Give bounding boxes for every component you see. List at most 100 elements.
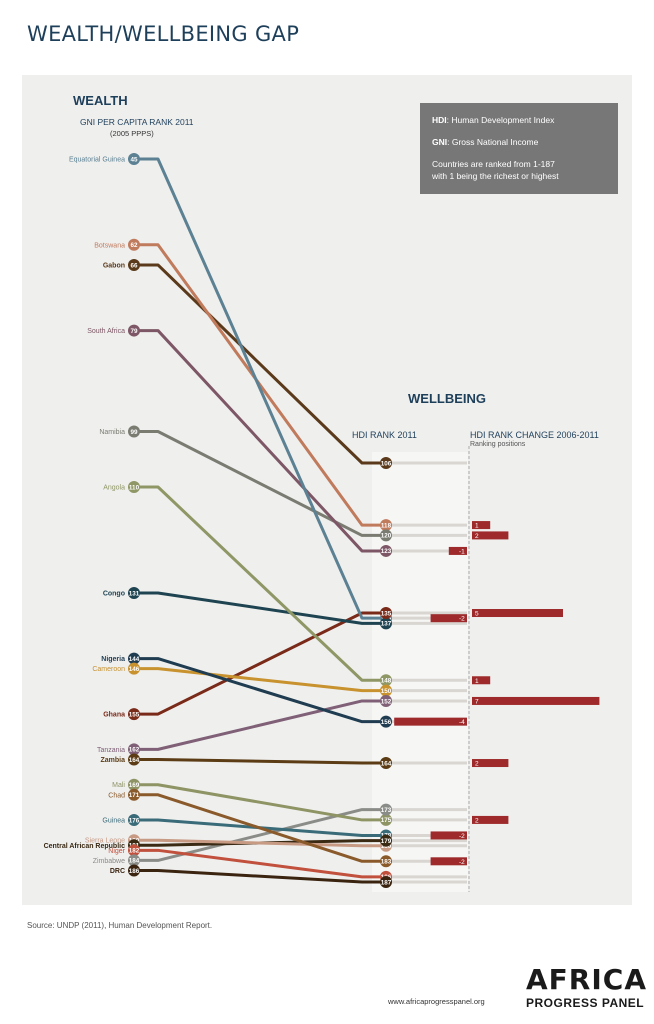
country-label-namibia: Namibia [99,429,125,436]
gni-value-namibia: 99 [130,429,138,436]
gni-value-zambia: 164 [129,757,140,764]
hdi-value-drc: 187 [381,879,392,886]
gni-value-botswana: 62 [130,242,138,249]
gni-axis-title: GNI PER CAPITA RANK 2011 [80,117,194,127]
slope-line-ghana [134,611,386,716]
gni-value-zimbabwe: 184 [129,858,140,865]
africa-progress-panel-logo: AFRICA PROGRESS PANEL [526,963,647,1011]
change-bar-chad [430,857,467,866]
country-label-angola: Angola [103,484,125,491]
slope-line-equatorial-guinea [134,157,386,620]
country-label-tanzania: Tanzania [97,747,125,754]
gni-value-niger: 182 [129,848,140,855]
slope-line-angola [134,485,386,682]
hdi-value-zambia: 164 [381,760,392,767]
hdi-value-tanzania: 152 [381,698,392,705]
change-bar-botswana [472,521,491,530]
legend-note-1: Countries are ranked from 1-187 [432,159,555,169]
hdi-badge-congo [380,617,392,630]
hdi-badge-gabon [380,457,392,469]
slope-line-cameroon [134,667,386,693]
change-label-namibia: 2 [475,533,479,540]
country-label-niger: Niger [108,848,125,855]
country-label-equatorial-guinea: Equatorial Guinea [69,157,125,164]
slope-line-mali [134,783,386,822]
change-bar-zambia [472,759,509,768]
gni-badge-equatorial-guinea [128,153,140,165]
change-bar-south-africa [448,546,467,555]
gni-value-ghana: 155 [129,711,140,718]
change-label-zambia: 2 [475,761,479,768]
slope-line-south-africa [134,329,386,553]
change-label-guinea: -2 [459,833,465,840]
change-bar-equatorial-guinea [430,614,467,623]
hdi-badge-chad [380,855,392,868]
slope-line-sierra-leone [134,838,386,848]
change-label-mali: 2 [475,817,479,824]
gni-value-mali: 169 [129,782,140,789]
logo-word-africa: AFRICA [526,963,647,996]
slope-line-namibia [134,429,386,537]
gni-badge-drc [128,864,140,877]
hdi-value-nigeria: 156 [381,719,392,726]
hdi-badge-nigeria [380,715,392,728]
country-label-chad: Chad [108,792,125,799]
change-bar-mali [472,815,509,824]
gni-badge-namibia [128,425,140,438]
gni-badge-niger [128,844,140,857]
gni-badge-angola [128,480,140,493]
slope-line-drc [134,869,386,884]
hdi-value-ghana: 135 [381,610,392,617]
gni-badge-tanzania [128,743,140,756]
slope-line-zimbabwe [134,808,386,862]
country-label-mali: Mali [112,782,125,789]
hdi-value-chad: 183 [381,859,392,866]
legend-hdi: HDI: Human Development Index [432,115,555,125]
gni-value-angola: 110 [129,484,140,491]
hdi-badge-zimbabwe [380,803,392,816]
slope-line-zambia [134,757,386,765]
gni-badge-ghana [128,708,140,721]
hdi-rank-title: HDI RANK 2011 [352,430,417,440]
hdi-badge-tanzania [380,694,392,707]
country-label-zambia: Zambia [100,757,125,764]
hdi-badge-mali [380,813,392,826]
gni-badge-congo [128,586,140,599]
change-bar-guinea [430,831,467,840]
gni-badge-zimbabwe [128,854,140,867]
slope-line-nigeria [134,657,386,724]
gni-value-tanzania: 162 [129,747,140,754]
country-label-congo: Congo [103,590,125,597]
change-label-south-africa: -1 [459,548,465,555]
hdi-badge-namibia [380,529,392,542]
legend-gni: GNI: Gross National Income [432,137,539,147]
change-bar-namibia [472,531,509,540]
hdi-badge-central-african-republic [380,834,392,847]
gni-value-nigeria: 144 [129,656,140,663]
change-label-equatorial-guinea: -2 [459,616,465,623]
gni-value-drc: 186 [129,868,140,875]
slope-line-congo [134,591,386,625]
hdi-value-gabon: 106 [381,460,392,467]
country-label-ghana: Ghana [103,712,125,719]
change-bar-tanzania [472,696,600,705]
gni-value-guinea: 176 [129,817,140,824]
country-label-sierra-leone: Sierra Leone [85,838,125,845]
country-label-drc: DRC [110,868,125,875]
legend-box: HDI: Human Development Index GNI: Gross … [420,103,618,194]
hdi-change-subtitle: Ranking positions [470,441,526,448]
change-label-botswana: 1 [475,523,479,530]
hdi-value-botswana: 118 [381,522,392,529]
hdi-badge-angola [380,674,392,687]
gni-value-congo: 131 [129,590,140,597]
hdi-badge-drc [380,876,392,888]
page-title: WEALTH/WELLBEING GAP [27,22,300,46]
hdi-value-south-africa: 123 [381,548,392,555]
slope-line-niger [134,848,386,879]
hdi-badge-ghana [380,607,392,620]
hdi-badge-cameroon [380,684,392,697]
gni-axis-subtitle: (2005 PPPS) [110,129,154,138]
gni-value-south-africa: 79 [130,328,138,335]
slope-line-chad [134,793,386,863]
